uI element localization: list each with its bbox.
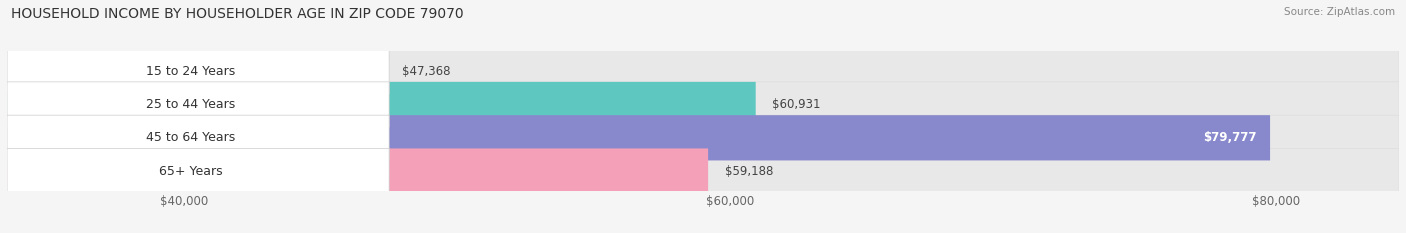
FancyBboxPatch shape <box>7 115 1399 161</box>
FancyBboxPatch shape <box>7 82 1399 127</box>
Text: $79,777: $79,777 <box>1204 131 1257 144</box>
FancyBboxPatch shape <box>7 148 389 194</box>
FancyBboxPatch shape <box>7 49 1399 94</box>
FancyBboxPatch shape <box>7 115 389 161</box>
Text: 15 to 24 Years: 15 to 24 Years <box>146 65 235 78</box>
Text: $47,368: $47,368 <box>402 65 450 78</box>
Text: Source: ZipAtlas.com: Source: ZipAtlas.com <box>1284 7 1395 17</box>
Text: 45 to 64 Years: 45 to 64 Years <box>146 131 235 144</box>
Text: $60,931: $60,931 <box>772 98 821 111</box>
FancyBboxPatch shape <box>7 82 389 127</box>
Text: HOUSEHOLD INCOME BY HOUSEHOLDER AGE IN ZIP CODE 79070: HOUSEHOLD INCOME BY HOUSEHOLDER AGE IN Z… <box>11 7 464 21</box>
FancyBboxPatch shape <box>7 148 1399 194</box>
FancyBboxPatch shape <box>7 115 1270 161</box>
FancyBboxPatch shape <box>7 49 389 94</box>
FancyBboxPatch shape <box>7 82 755 127</box>
FancyBboxPatch shape <box>7 148 709 194</box>
Text: 25 to 44 Years: 25 to 44 Years <box>146 98 235 111</box>
Text: $59,188: $59,188 <box>724 164 773 178</box>
Text: 65+ Years: 65+ Years <box>159 164 222 178</box>
FancyBboxPatch shape <box>7 49 385 94</box>
